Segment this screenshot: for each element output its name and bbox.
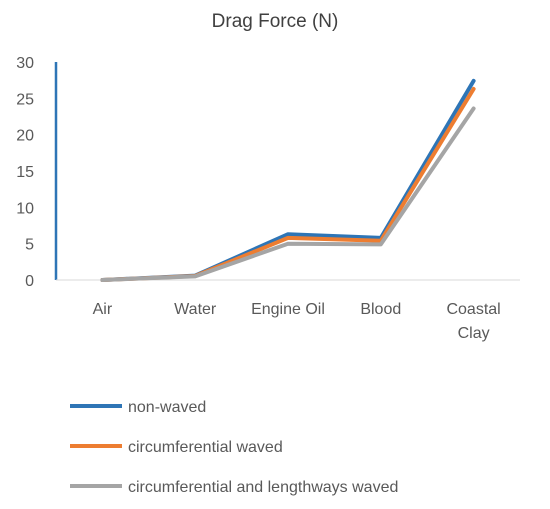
legend: non-waved circumferential waved circumfere…	[70, 399, 398, 496]
y-tick-label: 25	[16, 91, 34, 108]
x-tick-label: Water	[174, 301, 217, 318]
legend-label-3: circumferential and lengthways waved	[128, 479, 398, 496]
x-tick-label: Air	[93, 301, 113, 318]
legend-label-2: circumferential waved	[128, 439, 283, 456]
y-tick-label: 10	[16, 200, 34, 217]
legend-label-1: non-waved	[128, 399, 206, 416]
chart-title: Drag Force (N)	[212, 11, 339, 32]
y-tick-label: 0	[25, 273, 34, 290]
y-axis: 0 5 10 15 20 25 30	[16, 55, 58, 290]
x-tick-label: Blood	[360, 301, 401, 318]
series-line-3	[100, 106, 476, 282]
plot-area	[100, 78, 476, 282]
y-tick-label: 15	[16, 164, 34, 181]
y-tick-label: 5	[25, 237, 34, 254]
x-tick-label: Coastal	[446, 301, 500, 318]
y-tick-label: 20	[16, 128, 34, 145]
x-axis: Air Water Engine Oil Blood Coastal Clay	[56, 279, 520, 342]
series-line-2	[100, 86, 476, 282]
y-tick-label: 30	[16, 55, 34, 72]
x-tick-label: Engine Oil	[251, 301, 325, 318]
x-tick-label: Clay	[458, 325, 490, 342]
